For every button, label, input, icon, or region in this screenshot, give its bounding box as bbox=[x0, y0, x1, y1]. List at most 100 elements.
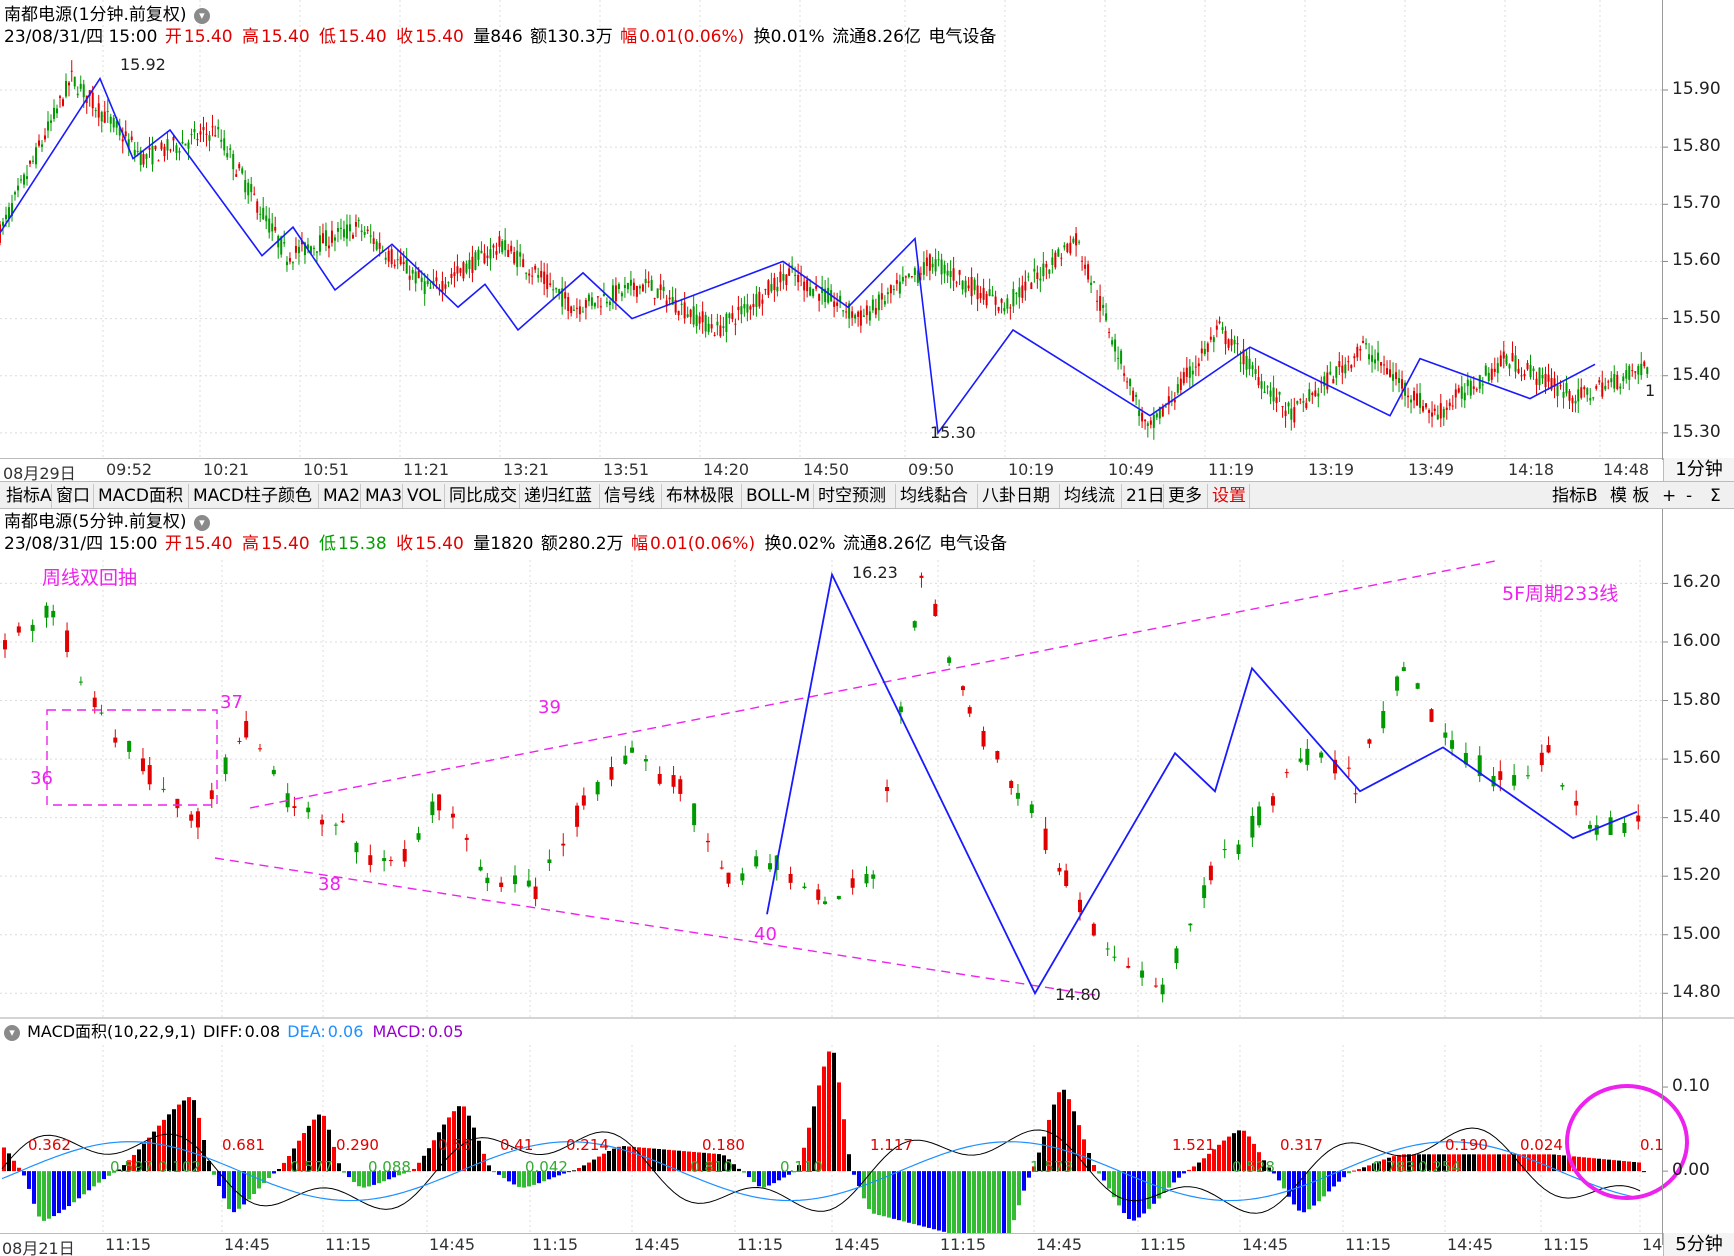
toolbar-item[interactable]: 递归红蓝 bbox=[520, 484, 600, 508]
macd-bar bbox=[142, 1143, 146, 1172]
macd-bar bbox=[972, 1171, 976, 1240]
toolbar-item[interactable]: 设置 bbox=[1208, 484, 1250, 508]
p1-candle bbox=[283, 242, 286, 244]
p1-candle bbox=[970, 276, 973, 297]
p1-candle bbox=[94, 110, 97, 112]
p1-candle bbox=[812, 288, 815, 297]
macd-bar bbox=[1022, 1171, 1026, 1191]
p1-candle bbox=[38, 140, 40, 146]
volume: 量1820 bbox=[473, 534, 534, 554]
p2-candle bbox=[933, 603, 938, 617]
toolbar-right-item[interactable]: 指标B bbox=[1552, 486, 1598, 506]
p1-candle bbox=[226, 153, 229, 158]
p1-candle bbox=[495, 251, 498, 255]
p1-candle bbox=[904, 276, 907, 278]
toolbar-item[interactable]: MA3 bbox=[361, 484, 403, 508]
macd-bar bbox=[1127, 1171, 1131, 1219]
macd-bar bbox=[12, 1160, 16, 1172]
toolbar-item[interactable]: 布林极限 bbox=[662, 484, 742, 508]
y-tick-label: 15.00 bbox=[1672, 923, 1721, 944]
p1-candle bbox=[1188, 366, 1191, 378]
p1-candle bbox=[1481, 384, 1484, 386]
p1-candle bbox=[946, 270, 949, 276]
p1-candle bbox=[369, 235, 372, 237]
x-tick-label: 11:15 bbox=[325, 1235, 372, 1254]
chevron-down-icon[interactable]: ▾ bbox=[193, 8, 210, 24]
toolbar-item[interactable]: 更多 bbox=[1164, 484, 1208, 508]
p1-candle bbox=[5, 214, 7, 220]
p2-candle bbox=[1477, 755, 1482, 777]
p1-candle bbox=[1164, 406, 1167, 408]
dea-label: DEA: bbox=[287, 1022, 326, 1041]
macd-bar bbox=[357, 1171, 361, 1187]
panel2-date: 23/08/31/四 15:00 bbox=[4, 534, 158, 554]
toolbar-item[interactable]: 均线黏合 bbox=[896, 484, 978, 508]
p1-candle bbox=[791, 265, 794, 267]
toolbar-right-item[interactable]: 模 板 bbox=[1610, 486, 1650, 506]
p1-candle bbox=[1356, 346, 1359, 358]
macd-bar bbox=[1507, 1154, 1511, 1172]
p1-candle bbox=[1344, 364, 1347, 374]
macd-bar bbox=[232, 1171, 236, 1213]
y-tick-label: 16.00 bbox=[1672, 630, 1721, 651]
macd-bar bbox=[442, 1124, 446, 1172]
toolbar-item[interactable]: MACD面积 bbox=[94, 484, 189, 508]
macd-bar bbox=[927, 1171, 931, 1228]
macd-bar bbox=[1437, 1154, 1441, 1172]
toolbar-item[interactable]: 指标A bbox=[2, 484, 52, 508]
macd-bar bbox=[452, 1111, 456, 1172]
p1-candle bbox=[1173, 399, 1176, 403]
macd-period[interactable]: 5分钟 bbox=[1663, 1233, 1734, 1256]
macd-bar bbox=[167, 1114, 171, 1172]
macd-bar bbox=[677, 1150, 681, 1172]
p1-candle bbox=[1383, 364, 1386, 366]
toolbar-item[interactable]: 同比成交 bbox=[445, 484, 520, 508]
p1-candle bbox=[133, 149, 136, 156]
p1-candle bbox=[785, 274, 788, 286]
p1-candle bbox=[351, 234, 354, 239]
macd-bar bbox=[977, 1171, 981, 1241]
toolbar-right-item[interactable]: + bbox=[1662, 486, 1677, 506]
macd-bar bbox=[767, 1171, 771, 1186]
toolbar-item[interactable]: VOL bbox=[403, 484, 445, 508]
p1-candle bbox=[549, 283, 552, 285]
p2-candle bbox=[1126, 965, 1131, 968]
y-tick-label: 15.50 bbox=[1672, 307, 1721, 328]
toolbar-item[interactable]: 时空预测 bbox=[814, 484, 896, 508]
macd-bar bbox=[7, 1153, 11, 1172]
p2-candle bbox=[912, 621, 917, 628]
toolbar-item[interactable]: 窗口 bbox=[52, 484, 94, 508]
y-tick-label: 0.10 bbox=[1672, 1076, 1710, 1097]
p1-candle bbox=[958, 270, 961, 275]
toolbar-item[interactable]: 八卦日期 bbox=[978, 484, 1060, 508]
macd-bar bbox=[1197, 1162, 1201, 1172]
macd-bar bbox=[712, 1153, 716, 1172]
toolbar-item[interactable]: 均线流 bbox=[1060, 484, 1122, 508]
p1-candle bbox=[1006, 298, 1009, 309]
toolbar-item[interactable]: 信号线 bbox=[600, 484, 662, 508]
toolbar-right-item[interactable]: - bbox=[1686, 486, 1693, 506]
p1-candle bbox=[426, 280, 429, 285]
toolbar-item[interactable]: BOLL-M bbox=[742, 484, 814, 508]
wave-label-37: 37 bbox=[220, 692, 243, 713]
panel1-period[interactable]: 1分钟 bbox=[1663, 458, 1734, 481]
p2-candle bbox=[1015, 792, 1020, 799]
p1-candle bbox=[916, 270, 919, 283]
toolbar-item[interactable]: 21日 bbox=[1122, 484, 1165, 508]
macd-bar bbox=[302, 1133, 306, 1172]
toolbar-item[interactable]: MA2 bbox=[319, 484, 361, 508]
chevron-down-icon[interactable]: ▾ bbox=[4, 1025, 20, 1041]
macd-bar bbox=[1162, 1171, 1166, 1193]
macd-bar bbox=[1187, 1169, 1191, 1172]
toolbar-item[interactable]: MACD柱子颜色 bbox=[189, 484, 319, 508]
p1-candle bbox=[668, 297, 671, 300]
chevron-down-icon[interactable]: ▾ bbox=[193, 515, 210, 531]
macd-bar bbox=[377, 1171, 381, 1184]
macd-bar bbox=[1092, 1165, 1096, 1172]
industry: 电气设备 bbox=[928, 27, 997, 47]
p1-candle bbox=[578, 306, 581, 315]
p1-candle bbox=[1266, 386, 1269, 388]
p1-candle bbox=[1155, 413, 1158, 418]
toolbar-right-item[interactable]: Σ bbox=[1710, 486, 1721, 506]
